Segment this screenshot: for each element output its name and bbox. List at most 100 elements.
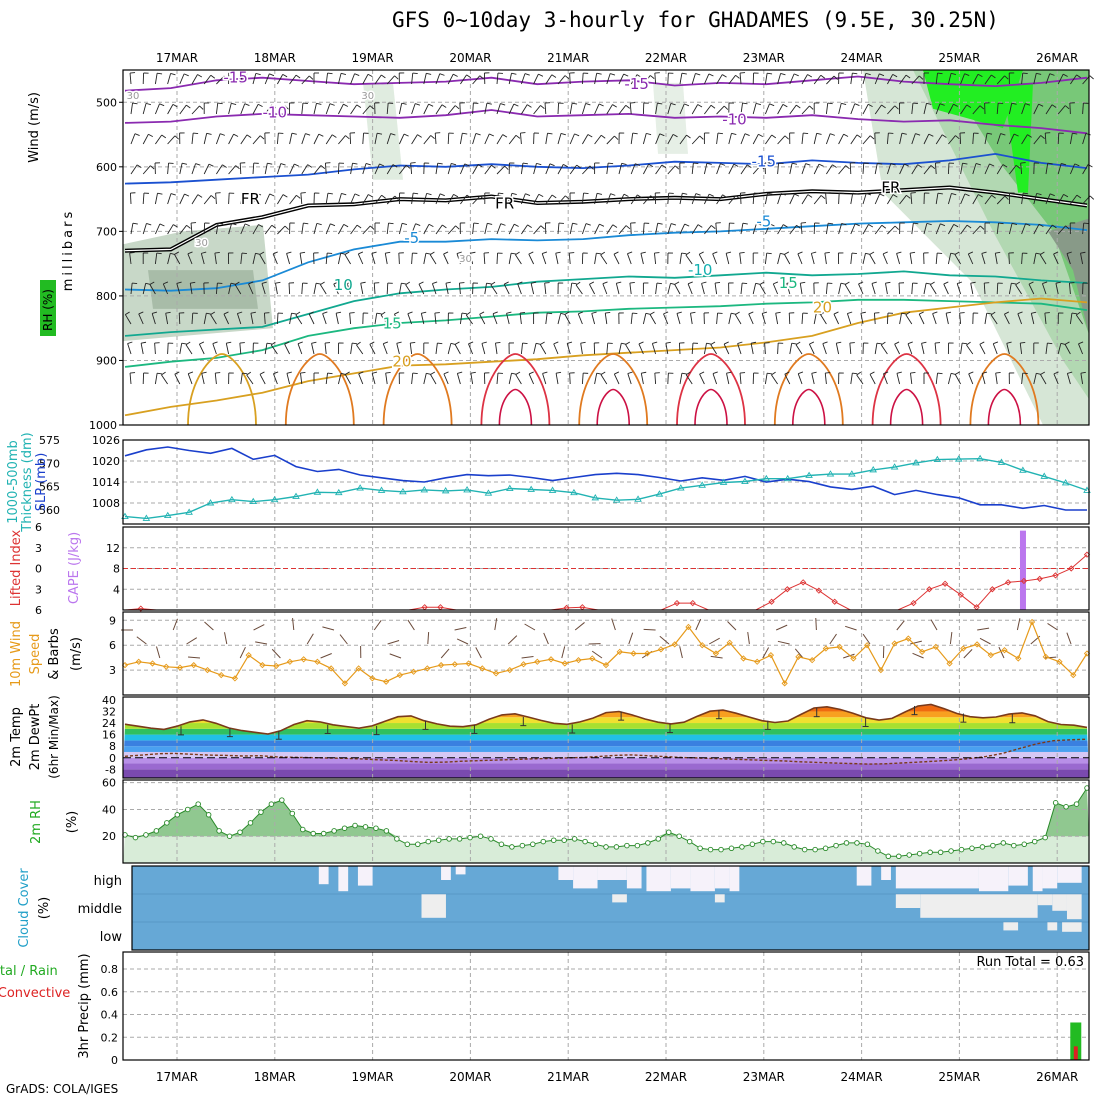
- wind-barb-flag: [161, 134, 167, 139]
- surface-wind-barb: [963, 649, 973, 659]
- wind-barb-flag: [170, 72, 176, 76]
- contour-label: -15: [752, 153, 777, 171]
- wind-barb: [557, 195, 566, 205]
- wind-speed-marker: [314, 658, 321, 665]
- wind-barb-flag: [784, 251, 790, 255]
- wind-barb: [300, 193, 303, 205]
- wind-barb: [871, 283, 876, 295]
- wind-barb-flag: [807, 74, 813, 78]
- wind-barb-flag: [832, 164, 837, 168]
- wind-barb: [411, 134, 418, 145]
- wind-barb: [655, 283, 658, 295]
- wind-barb: [472, 223, 475, 235]
- wind-barb: [1004, 313, 1010, 325]
- wind-barb-flag: [551, 194, 557, 199]
- thickness-marker: [185, 508, 193, 515]
- wind-barb: [533, 163, 537, 175]
- wind-barb: [577, 313, 583, 325]
- wind-barb: [252, 253, 256, 265]
- wind-barb: [655, 103, 658, 115]
- wind-barb: [824, 373, 827, 385]
- wind-barb: [740, 133, 746, 145]
- rh-marker: [467, 834, 473, 841]
- wind-barb: [264, 163, 268, 175]
- wind-speed-marker: [382, 678, 390, 685]
- wind-barb: [972, 163, 977, 175]
- wind-barb: [887, 194, 894, 205]
- wind-barb: [435, 193, 441, 205]
- wind-barb: [663, 313, 669, 325]
- wind-barb-flag: [547, 312, 553, 315]
- cloud-segment: [690, 866, 715, 892]
- wind-barb: [349, 132, 352, 145]
- contour-label: -10: [722, 111, 747, 129]
- wind-barb-flag: [877, 162, 883, 165]
- wind-barb: [447, 105, 456, 115]
- wind-barb: [655, 223, 659, 235]
- wind-barb: [154, 223, 161, 235]
- wind-barb: [277, 194, 284, 205]
- wind-barb-flag: [880, 341, 886, 346]
- surface-wind-barb: [762, 647, 770, 659]
- wind-barb: [301, 103, 304, 115]
- wind-barb-flag: [589, 165, 594, 170]
- wind-barb: [968, 373, 974, 385]
- warm-contour: [773, 353, 844, 426]
- wind-barb: [996, 195, 1006, 205]
- wind-barb: [813, 74, 822, 85]
- surface-wind-barb: [561, 646, 566, 659]
- wind-barb-flag: [1015, 164, 1021, 169]
- wind-barb-flag: [803, 132, 809, 135]
- wind-barb-flag: [159, 103, 165, 107]
- surface-wind-barb: [896, 620, 905, 631]
- wind-barb-flag: [170, 252, 176, 255]
- thickness-marker: [334, 488, 343, 496]
- wind-barb: [899, 163, 905, 175]
- wind-barb-flag: [591, 311, 597, 314]
- surface-wind-barb: [339, 634, 348, 645]
- rh-marker: [404, 841, 411, 848]
- wind-speed-marker: [671, 641, 678, 648]
- wind-barb-flag: [1013, 133, 1019, 137]
- wind-barb-flag: [230, 282, 236, 285]
- rh-marker: [948, 848, 954, 854]
- wind-barb: [606, 104, 613, 115]
- wind-barb-flag: [524, 73, 530, 76]
- thickness-marker: [420, 486, 429, 493]
- wind-barb: [886, 163, 892, 175]
- y-tick-label: 600: [96, 161, 117, 174]
- top-date-label: 26MAR: [1036, 51, 1078, 65]
- wind-barb: [1044, 313, 1047, 325]
- wind-barb: [923, 103, 927, 115]
- wind-barb: [557, 133, 562, 145]
- wind-barb-flag: [797, 251, 803, 255]
- wind-barb: [130, 223, 134, 235]
- thickness-marker: [1019, 466, 1027, 473]
- wind-barb: [496, 165, 505, 175]
- wind-barb-flag: [795, 341, 801, 346]
- wind-barb-flag: [269, 73, 275, 77]
- wind-barb: [640, 253, 644, 265]
- wind-speed-marker: [657, 646, 665, 653]
- wind-barb: [862, 193, 867, 205]
- wind-barb: [190, 223, 193, 235]
- wind-barb-flag: [791, 342, 797, 345]
- wind-barb: [557, 223, 560, 235]
- wind-barb: [325, 373, 328, 385]
- wind-barb: [764, 342, 766, 355]
- wind-barb-flag: [340, 372, 347, 375]
- wind-barb-flag: [625, 104, 630, 109]
- wind-barb: [948, 224, 955, 235]
- wind-barb: [956, 283, 962, 295]
- wind-barb: [521, 224, 528, 235]
- wind-barb: [838, 192, 840, 205]
- wind-barb-flag: [515, 251, 520, 256]
- wind-barb-flag: [780, 72, 786, 76]
- wind-barb: [655, 133, 661, 145]
- wind-barb-flag: [580, 341, 586, 344]
- wind-barb-flag: [184, 193, 190, 197]
- wind-barb: [239, 343, 242, 355]
- wind-barb-flag: [234, 281, 240, 285]
- wind-barb-flag: [320, 165, 326, 169]
- thickness-marker: [912, 458, 920, 466]
